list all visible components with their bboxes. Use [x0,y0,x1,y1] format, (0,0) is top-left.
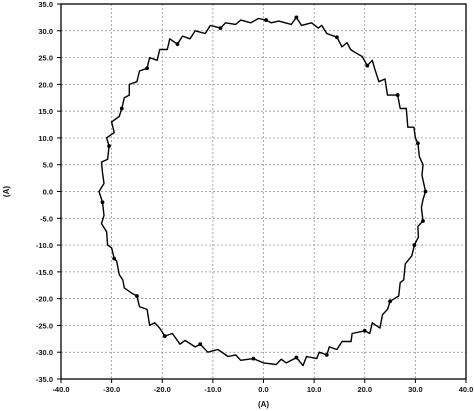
y-tick-label: 20.0 [38,80,53,89]
x-tick-label: -30.0 [103,385,120,394]
x-tick-label: -10.0 [204,385,221,394]
series-1-point [423,189,428,194]
y-tick-label: 25.0 [38,54,53,63]
series-1-point [175,42,180,47]
series-1-point [198,342,203,347]
y-tick-label: 15.0 [38,107,53,116]
y-tick-label: 35.0 [38,0,53,9]
grid [61,4,466,379]
series-1-point [112,256,117,261]
series-1-point [294,15,299,20]
series-1-point [251,356,256,361]
series-1 [98,16,427,367]
series-1-point [395,93,400,97]
series-1-point [119,106,124,111]
y-tick-label: -5.0 [40,214,53,223]
series-1-point [388,299,392,304]
y-tick-label: -30.0 [36,348,53,357]
series-1-point [362,328,367,333]
x-tick-label: 30.0 [408,385,423,394]
x-tick-label: 10.0 [307,385,322,394]
x-tick-label: 40.0 [459,385,474,394]
x-tick-label: 20.0 [357,385,372,394]
series-1-line [98,16,427,367]
axis-ticks [57,3,467,383]
x-tick-label: 0.0 [258,385,268,394]
x-axis-tick-labels: -40.0 -30.0 -20.0 -10.0 0.0 10.0 20.0 30.0 40.0 [52,385,473,394]
y-tick-label: 10.0 [38,134,53,143]
y-tick-label: -25.0 [36,321,53,330]
series-1-point [294,355,299,360]
series-1-point [324,352,329,357]
series-1-point [145,66,149,71]
series-1-point [100,200,105,205]
x-axis-label: (A) [258,400,269,409]
series-1-point [416,141,420,146]
x-tick-label: -20.0 [154,385,171,394]
series-1-point [135,294,139,298]
series-1-markers [100,15,428,361]
y-tick-label: 0.0 [43,188,53,197]
y-tick-label: 30.0 [38,27,53,36]
series-1-point [421,219,425,223]
y-tick-label: 5.0 [43,161,53,170]
x-tick-label: -40.0 [52,385,69,394]
series-1-point [264,18,268,22]
y-tick-label: -15.0 [36,268,53,277]
series-1-point [335,35,339,40]
series-1-point [218,26,223,31]
y-axis-tick-labels: 35.0 30.0 25.0 20.0 15.0 10.0 5.0 0.0 -5.0 -10.0 -… [36,0,53,384]
y-axis-label: (A) [2,186,11,197]
y-tick-label: -20.0 [36,295,53,304]
y-tick-label: -35.0 [36,375,53,384]
y-tick-label: -10.0 [36,241,53,250]
series-1-point [107,144,111,148]
series-1-point [365,63,370,68]
series-1-point [162,334,167,339]
series-1-point [412,243,417,247]
